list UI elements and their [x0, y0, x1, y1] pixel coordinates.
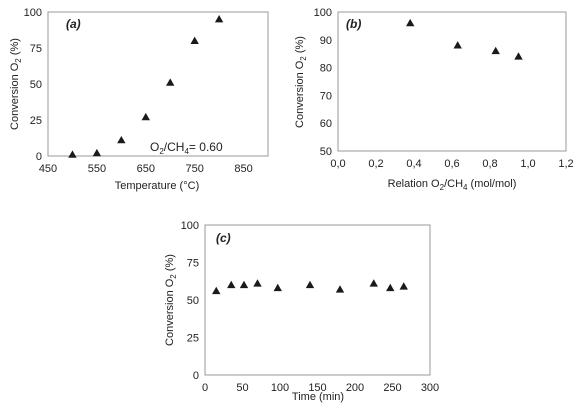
panel-b-label: (b): [346, 17, 361, 31]
panel-b-x-tick-label: 0,6: [444, 158, 459, 170]
panel-b-y-tick-label: 80: [320, 63, 332, 75]
panel-a-data-point: [214, 15, 224, 23]
panel-a-x-tick-label: 450: [39, 163, 57, 175]
panel-b-y-tick-label: 90: [320, 35, 332, 47]
panel-c-data-points: [212, 279, 408, 295]
panel-a-data-point: [141, 112, 150, 121]
panel-c-chart: (c) 0 25 50 75 100 0 50 100 150 200 250 300 Time (…: [164, 220, 439, 403]
panel-a-data-points: [68, 15, 224, 158]
panel-a-data-point: [190, 36, 199, 44]
panel-c-data-point: [399, 282, 408, 290]
panel-a-y-ticks: 0 25 50 75 100: [24, 7, 42, 163]
panel-b-y-tick-label: 100: [314, 7, 332, 19]
panel-b-x-tick-label: 1,2: [558, 158, 573, 170]
panel-b-y-tick-label: 60: [320, 118, 332, 130]
panel-b-y-tick-label: 70: [320, 90, 332, 102]
panel-a-y-tick-label: 100: [24, 7, 42, 19]
panel-b-x-tick-label: 0,8: [482, 158, 497, 170]
panel-c-y-tick-label: 50: [187, 295, 199, 307]
panel-a-y-tick-label: 25: [30, 115, 42, 127]
panel-b-plot-frame: [337, 11, 567, 152]
panel-c-x-tick-label: 200: [346, 382, 364, 394]
panel-c-x-axis-title: Time (min): [292, 391, 344, 403]
panel-b-data-point: [514, 52, 523, 60]
panel-a-x-tick-label: 850: [234, 163, 252, 175]
panel-c-y-tick-label: 0: [193, 370, 199, 382]
panel-c-data-point: [386, 283, 395, 292]
panel-c-data-point: [227, 280, 236, 289]
panel-c-data-point: [239, 280, 249, 289]
panel-c-y-axis-title: Conversion O2 (%): [164, 254, 178, 346]
panel-a-label: (a): [66, 17, 81, 31]
panel-a-x-ticks: 450 550 650 750 850: [39, 163, 253, 175]
panel-c-plot-frame: [204, 224, 431, 376]
panel-b-data-point: [406, 18, 415, 27]
panel-c-x-tick-label: 0: [202, 382, 208, 394]
panel-c-data-point: [369, 279, 378, 287]
panel-c-data-point: [253, 279, 262, 287]
panel-b-x-tick-label: 0,0: [330, 158, 345, 170]
panel-b-x-tick-label: 0,4: [406, 158, 421, 170]
panel-c-y-tick-label: 100: [181, 220, 199, 232]
panel-c-label: (c): [216, 231, 231, 245]
panel-c-data-point: [273, 283, 282, 292]
panel-c-x-tick-label: 300: [421, 382, 439, 394]
panel-c-data-point: [305, 280, 315, 289]
panel-b-data-points: [406, 18, 523, 60]
panel-b-y-ticks: 50 60 70 80 90 100: [314, 7, 332, 158]
panel-b-y-axis-title: Conversion O2 (%): [294, 36, 308, 128]
panel-a-plot-frame: [47, 11, 269, 157]
panel-c-x-ticks: 0 50 100 150 200 250 300: [202, 382, 439, 394]
panel-b-x-axis-title: Relation O2/CH4 (mol/mol): [388, 178, 517, 192]
panel-a-x-tick-label: 750: [185, 163, 203, 175]
panel-b-x-ticks: 0,0 0,2 0,4 0,6 0,8 1,0 1,2: [330, 158, 573, 170]
panel-a-data-point: [117, 135, 126, 144]
panel-b-data-point: [491, 46, 500, 55]
panel-c-x-tick-label: 50: [236, 382, 248, 394]
panel-a-data-point: [166, 78, 175, 86]
panel-b-x-tick-label: 0,2: [368, 158, 383, 170]
panel-b-data-point: [453, 41, 462, 49]
panel-a-annotation: O2/CH4= 0.60: [150, 140, 223, 156]
panel-a-x-axis-title: Temperature (°C): [115, 180, 199, 192]
panel-a-chart: (a) 0 25 50 75 100 450 550 650 750 850 O2/CH4= 0…: [9, 7, 269, 192]
panel-c-data-point: [212, 286, 221, 295]
panel-c-y-ticks: 0 25 50 75 100: [181, 220, 199, 382]
panel-a-x-tick-label: 650: [137, 163, 155, 175]
panel-a-y-axis-title: Conversion O2 (%): [9, 38, 23, 130]
panel-a-y-tick-label: 75: [30, 43, 42, 55]
panel-c-y-tick-label: 25: [187, 333, 199, 345]
panel-c-x-tick-label: 250: [383, 382, 401, 394]
panel-c-x-tick-label: 100: [271, 382, 289, 394]
panel-c-y-tick-label: 75: [187, 258, 199, 270]
panel-c-x-tick-label: 150: [308, 382, 326, 394]
panel-a-x-tick-label: 550: [88, 163, 106, 175]
panel-b-y-tick-label: 50: [320, 146, 332, 158]
panel-a-data-point: [68, 150, 77, 158]
panel-a-y-tick-label: 50: [30, 79, 42, 91]
panel-c-data-point: [335, 285, 345, 293]
panel-a-y-tick-label: 0: [36, 151, 42, 163]
panel-a-data-point: [92, 148, 102, 157]
panel-b-x-tick-label: 1,0: [520, 158, 535, 170]
